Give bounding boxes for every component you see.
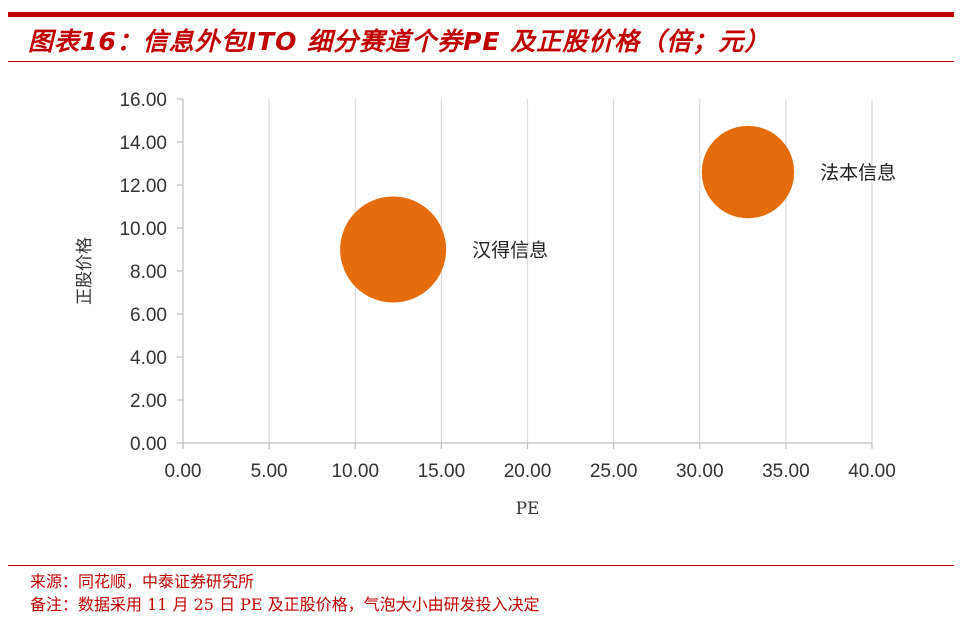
bubble [701, 125, 795, 219]
x-tick-label: 35.00 [762, 461, 810, 482]
x-tick-label: 15.00 [418, 461, 466, 482]
y-tick-label: 2.00 [130, 391, 167, 412]
y-tick-label: 8.00 [130, 262, 167, 283]
page-title: 图表16：信息外包ITO 细分赛道个券PE 及正股价格（倍；元） [28, 27, 771, 56]
y-tick-label: 16.00 [119, 90, 167, 111]
x-tick-label: 25.00 [590, 461, 638, 482]
x-tick-labels: 0.00 5.00 10.00 15.00 20.00 25.00 30.00 35.00 40… [165, 461, 896, 482]
y-axis-title: 正股价格 [75, 237, 95, 305]
x-tick-label: 0.00 [165, 461, 202, 482]
y-tick-label: 0.00 [130, 434, 167, 455]
title-rule [8, 61, 954, 62]
source-note: 来源：同花顺，中泰证券研究所 [30, 572, 255, 591]
y-tick-labels: 0.00 2.00 4.00 6.00 8.00 10.00 12.00 14.00 16.00 [119, 90, 167, 455]
bottom-rule [8, 565, 954, 566]
bubble [340, 196, 447, 303]
x-tick-label: 20.00 [504, 461, 552, 482]
bubble-chart: 0.00 5.00 10.00 15.00 20.00 25.00 30.00 35.00 40… [75, 90, 896, 519]
bubble-label: 法本信息 [820, 162, 896, 184]
x-tick-label: 40.00 [848, 461, 896, 482]
x-axis-title: PE [516, 499, 540, 519]
bubble-label: 汉得信息 [472, 240, 548, 262]
y-tick-label: 14.00 [119, 133, 167, 154]
x-tick-label: 10.00 [331, 461, 379, 482]
x-tick-label: 30.00 [676, 461, 724, 482]
y-tick-label: 6.00 [130, 305, 167, 326]
x-tick-label: 5.00 [251, 461, 288, 482]
axes [177, 98, 873, 449]
remark-note: 备注：数据采用 11 月 25 日 PE 及正股价格，气泡大小由研发投入决定 [30, 595, 540, 614]
y-tick-label: 12.00 [119, 176, 167, 197]
y-tick-label: 4.00 [130, 348, 167, 369]
y-tick-label: 10.00 [119, 219, 167, 240]
top-rule [8, 12, 954, 17]
bubbles: 汉得信息 法本信息 [340, 125, 896, 303]
